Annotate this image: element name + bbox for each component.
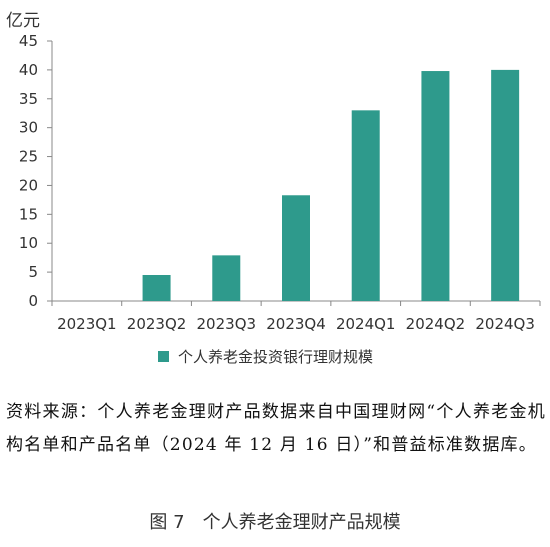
legend: 个人养老金投资银行理财规模 xyxy=(158,346,373,367)
x-axis: 2023Q1 2023Q2 2023Q3 2023Q4 2024Q1 2024Q2 2024… xyxy=(51,300,541,333)
bar-2023Q2 xyxy=(142,275,171,301)
y-tick-label: 0 xyxy=(28,292,38,310)
x-tick-label: 2023Q1 xyxy=(57,315,117,333)
x-tick-label: 2023Q3 xyxy=(197,315,257,333)
y-tick-label: 5 xyxy=(28,263,38,281)
x-tick-label: 2024Q2 xyxy=(406,315,466,333)
bar-2023Q3 xyxy=(212,255,241,301)
x-tick-label: 2024Q3 xyxy=(475,315,535,333)
bars xyxy=(142,69,520,302)
y-tick-label: 45 xyxy=(19,32,38,50)
bar-2024Q2 xyxy=(421,71,450,302)
x-tick-label: 2023Q4 xyxy=(266,315,326,333)
y-tick-label: 20 xyxy=(19,176,38,194)
y-tick-label: 25 xyxy=(19,148,38,166)
y-tick-label: 30 xyxy=(19,119,38,137)
y-tick-label: 40 xyxy=(19,61,38,79)
y-tick-label: 15 xyxy=(19,205,38,223)
y-tick-label: 10 xyxy=(19,234,38,252)
legend-swatch xyxy=(158,351,169,362)
source-note: 资料来源：个人养老金理财产品数据来自中国理财网“个人养老金机构名单和产品名单（2… xyxy=(6,402,546,455)
figure-caption: 图 7 个人养老金理财产品规模 xyxy=(0,508,550,534)
x-tick-label: 2023Q2 xyxy=(127,315,187,333)
figure-number: 图 7 xyxy=(149,512,185,533)
y-axis: 0 5 10 15 20 25 30 35 40 45 xyxy=(19,32,53,310)
bar-2024Q1 xyxy=(351,110,380,301)
x-tick-label: 2024Q1 xyxy=(336,315,396,333)
bar-2024Q3 xyxy=(491,69,520,301)
y-tick-label: 35 xyxy=(19,90,38,108)
figure-title: 个人养老金理财产品规模 xyxy=(202,512,401,533)
bar-2023Q4 xyxy=(282,195,310,301)
legend-label: 个人养老金投资银行理财规模 xyxy=(178,348,374,366)
y-axis-unit-label: 亿元 xyxy=(6,11,40,31)
